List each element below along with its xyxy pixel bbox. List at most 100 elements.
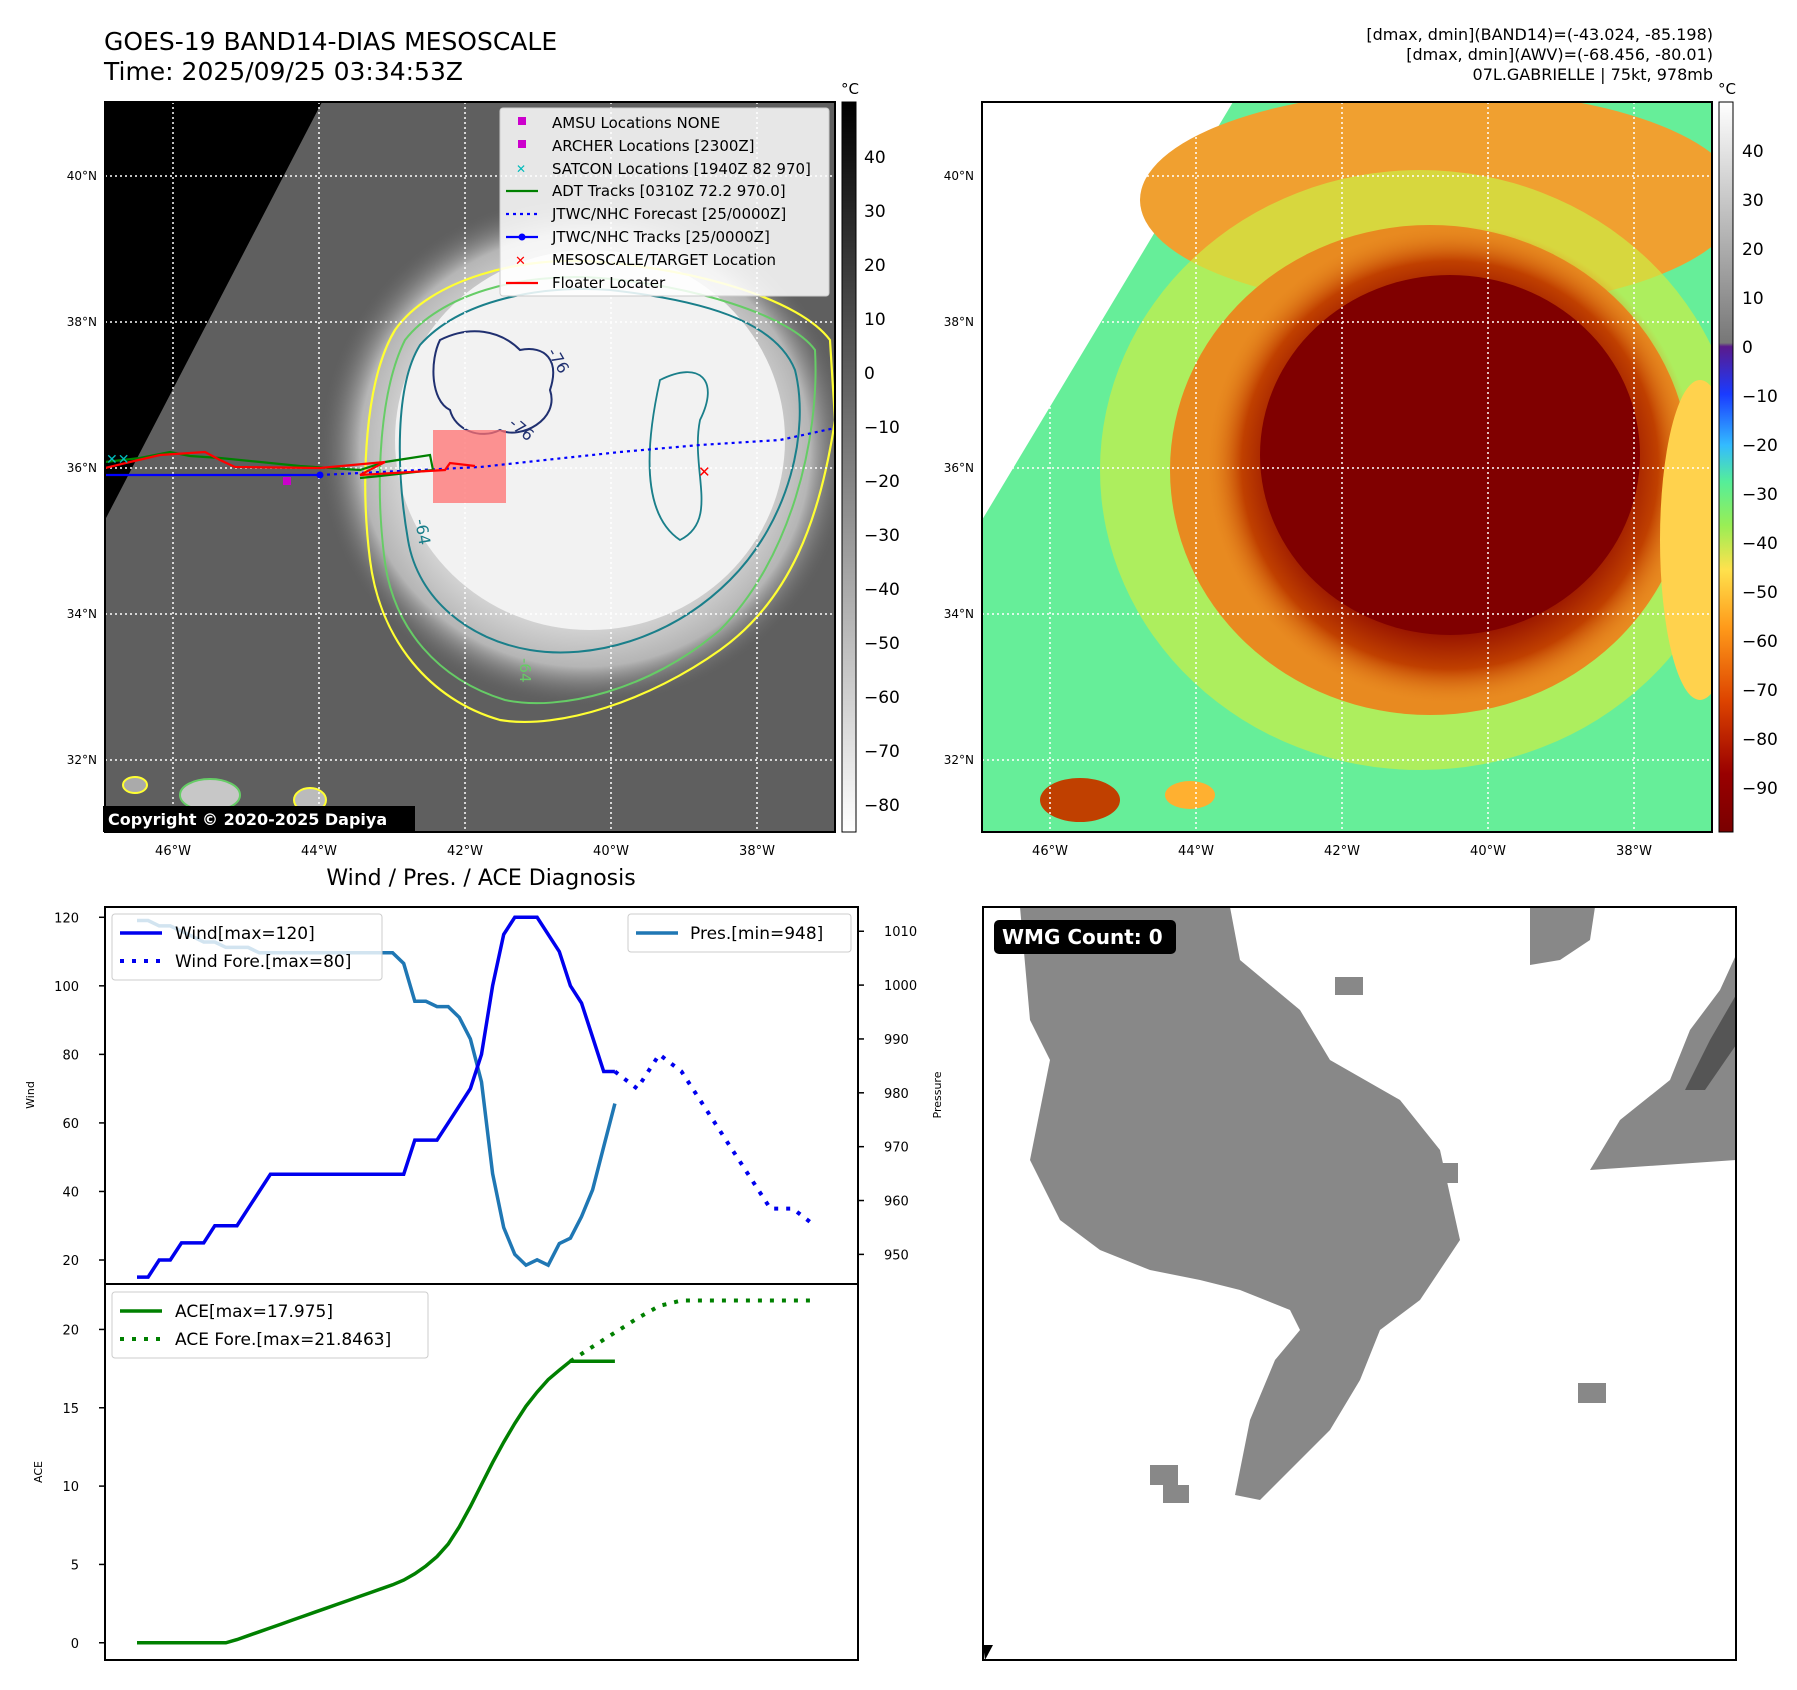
awv-lon-label: 42°W (1324, 844, 1360, 859)
ir-colorbar-unit: °C (841, 80, 859, 98)
satcon-marker: ✕✕ (106, 452, 129, 468)
floater-track (105, 450, 476, 477)
legend-item: ARCHER Locations [2300Z] (552, 137, 755, 155)
legend-item: ADT Tracks [0310Z 72.2 970.0] (552, 182, 786, 200)
ace-series-line (137, 1359, 615, 1645)
pressure-axis-tick-label: 960 (884, 1195, 909, 1210)
ir-panel: -76 -76 -64 -64 ✕✕ ✕ AMSU Locations NONE… (67, 80, 900, 859)
ace-axis-tick-label: 5 (71, 1558, 79, 1573)
awv-colorbar-tick: −70 (1742, 681, 1778, 701)
ir-lon-label: 38°W (739, 844, 775, 859)
pressure-axis-tick-label: 970 (884, 1141, 909, 1156)
ir-cloud-cell (122, 776, 148, 794)
awv-colorbar-tick: 40 (1742, 142, 1764, 162)
ace-axis-tick-label: 15 (62, 1402, 79, 1417)
awv-colorbar-tick: 0 (1742, 338, 1753, 358)
legend-symbol-x: ✕ (515, 254, 526, 269)
ir-lon-label: 42°W (447, 844, 483, 859)
diagnosis-title: Wind / Pres. / ACE Diagnosis (326, 866, 635, 891)
awv-lat-label: 32°N (944, 753, 974, 767)
ir-contour-navy (432, 330, 555, 435)
pressure-axis-tick-label: 1000 (884, 979, 917, 994)
legend-item: MESOSCALE/TARGET Location (552, 251, 776, 269)
legend-item: ACE[max=17.975] (175, 1302, 333, 1322)
wind-axis-tick-label: 60 (62, 1117, 79, 1132)
ir-colorbar-tick: −80 (864, 796, 900, 816)
wind-pressure-chart: 20 40 60 80 100 120 950 960 970 980 990 1000 1010 W… (24, 906, 944, 1285)
pressure-legend: Pres.[min=948] (627, 913, 852, 953)
pressure-axis-tick-label: 980 (884, 1087, 909, 1102)
forecast-track (319, 426, 835, 477)
ir-frame (104, 101, 836, 833)
wind-axis-tick-label: 120 (54, 911, 79, 926)
ir-lon-label: 40°W (593, 844, 629, 859)
awv-colorbar-tick: 30 (1742, 191, 1764, 211)
ir-colorbar-tick: −10 (864, 418, 900, 438)
awv-colorbar-tick: 10 (1742, 289, 1764, 309)
ir-no-data-region (105, 102, 322, 520)
ir-contour-label: -64 (516, 658, 534, 683)
figure-title-line1: GOES-19 BAND14-DIAS MESOSCALE (104, 27, 557, 56)
wmg-gray-region (1590, 955, 1736, 1170)
ace-axis-tick-label: 10 (62, 1480, 79, 1495)
legend-symbol-square (518, 117, 526, 125)
wmg-count-badge (994, 920, 1176, 954)
awv-colorbar-tick: −90 (1742, 779, 1778, 799)
wmg-gray-cell (1150, 1465, 1178, 1485)
awv-lat-label: 38°N (944, 315, 974, 329)
copyright-text: Copyright © 2020-2025 Dapiya (108, 810, 387, 829)
awv-lat-label: 40°N (944, 169, 974, 183)
ir-lat-label: 38°N (67, 315, 97, 329)
ace-legend: ACE[max=17.975] ACE Fore.[max=21.8463] (111, 1291, 429, 1359)
stats-line1: [dmax, dmin](BAND14)=(-43.024, -85.198) (1366, 25, 1713, 44)
legend-item: Pres.[min=948] (690, 924, 823, 944)
awv-colorbar (1718, 101, 1734, 833)
wmg-dark-region (1685, 995, 1736, 1090)
awv-storm-core (1260, 275, 1640, 635)
ir-colorbar-tick: 0 (864, 364, 875, 384)
figure-title-line2: Time: 2025/09/25 03:34:53Z (103, 57, 463, 86)
stats-line3: 07L.GABRIELLE | 75kt, 978mb (1473, 65, 1713, 84)
awv-colorbar-tick: −20 (1742, 436, 1778, 456)
awv-colorbar-tick: −10 (1742, 387, 1778, 407)
ir-colorbar-tick: −50 (864, 634, 900, 654)
awv-lat-label: 34°N (944, 607, 974, 621)
awv-lon-label: 44°W (1178, 844, 1214, 859)
ir-lat-label: 32°N (67, 753, 97, 767)
awv-panel: 40°N 38°N 36°N 34°N 32°N 46°W 44°W 42°W … (944, 80, 1778, 859)
wind-series-line (137, 915, 615, 1279)
ir-colorbar-tick: −30 (864, 526, 900, 546)
ace-forecast-series-line (569, 1298, 815, 1363)
awv-colorbar-tick: −60 (1742, 632, 1778, 652)
awv-colorbar-tick: −80 (1742, 730, 1778, 750)
ir-colorbar-tick: −20 (864, 472, 900, 492)
legend-item: JTWC/NHC Tracks [25/0000Z] (551, 228, 770, 246)
ace-axis-tick-label: 0 (71, 1637, 79, 1652)
wmg-gray-cell (1163, 1485, 1189, 1503)
awv-dry-cell (1040, 778, 1120, 822)
ace-axis-label: ACE (32, 1461, 45, 1483)
legend-item: Wind[max=120] (175, 924, 315, 944)
ace-chart: 0 5 10 15 20 ACE ACE[max=17.975] ACE Fore.[m… (32, 906, 859, 1661)
awv-colorbar-unit: °C (1718, 80, 1736, 98)
ir-colorbar-tick: 40 (864, 148, 886, 168)
ace-axis-tick-label: 20 (62, 1323, 79, 1338)
ir-colorbar-tick: 30 (864, 202, 886, 222)
wind-forecast-series-line (613, 1051, 817, 1228)
wmg-gray-region (1020, 907, 1460, 1500)
legend-item: ACE Fore.[max=21.8463] (175, 1330, 391, 1350)
wind-axis-tick-label: 40 (62, 1185, 79, 1200)
wmg-corner-marker (983, 1645, 993, 1660)
ir-colorbar-tick: −70 (864, 742, 900, 762)
ir-lat-label: 36°N (67, 461, 97, 475)
pressure-axis-label: Pressure (931, 1071, 944, 1118)
wmg-count-text: WMG Count: 0 (1002, 925, 1163, 949)
wind-legend: Wind[max=120] Wind Fore.[max=80] (111, 913, 383, 981)
archer-marker (283, 477, 291, 485)
awv-colorbar-tick: −50 (1742, 583, 1778, 603)
legend-item: JTWC/NHC Forecast [25/0000Z] (551, 205, 786, 223)
awv-lat-label: 36°N (944, 461, 974, 475)
awv-lon-label: 40°W (1470, 844, 1506, 859)
wind-axis-label: Wind (24, 1081, 37, 1109)
awv-moist-band (1660, 380, 1712, 700)
